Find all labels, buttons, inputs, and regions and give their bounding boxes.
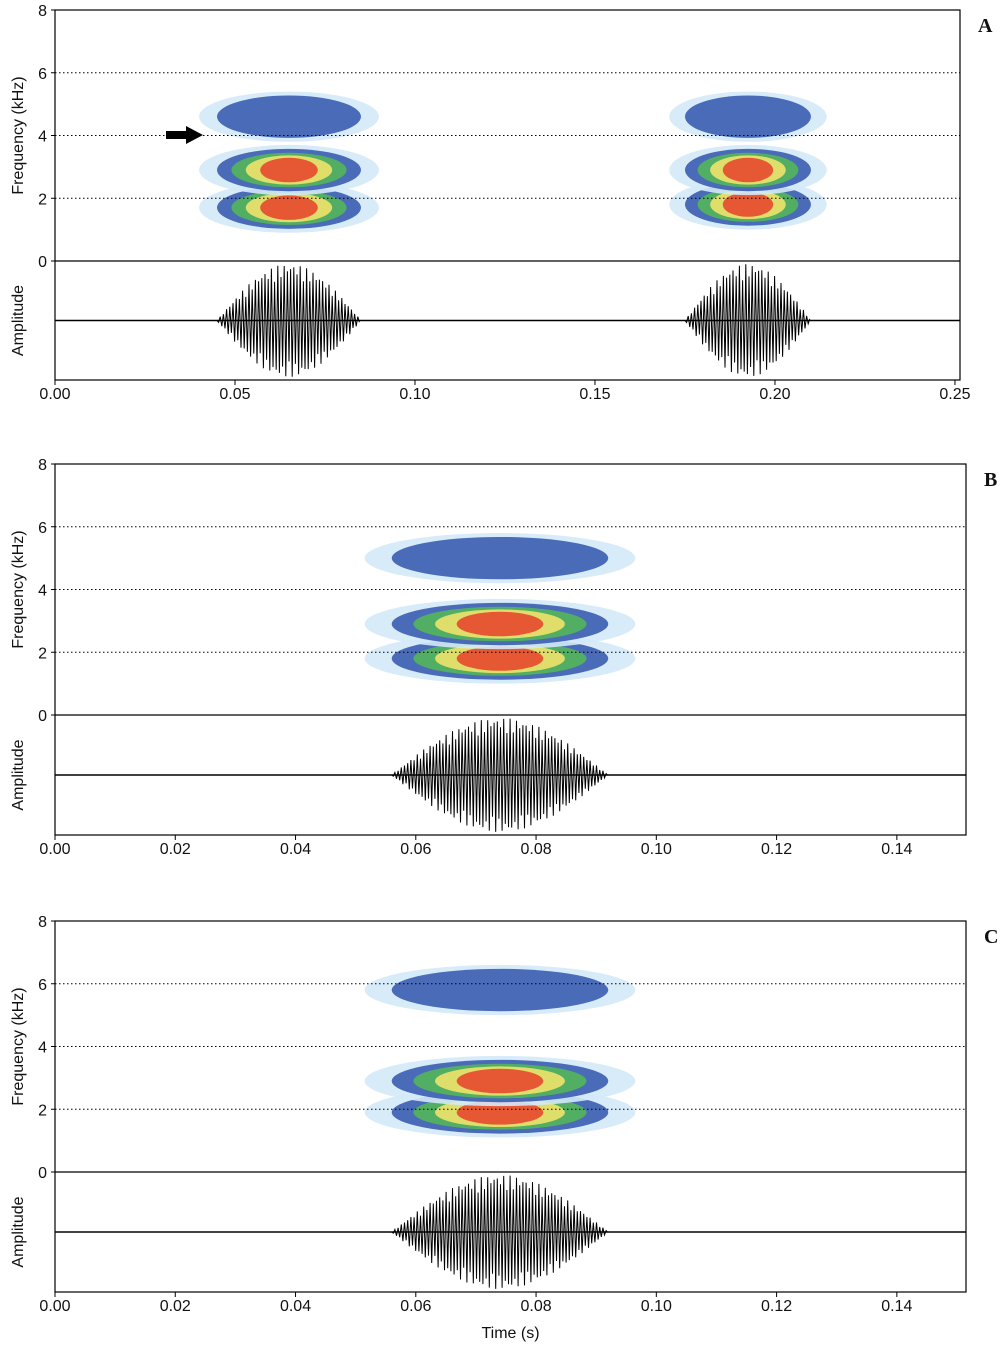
x-tick-label: 0.15 — [579, 386, 610, 403]
panel-label: A — [978, 15, 993, 37]
y-tick-label: 8 — [38, 914, 47, 931]
spectral-band — [456, 1100, 544, 1125]
spectral-band — [456, 1068, 544, 1094]
waveform — [684, 264, 811, 376]
spectral-band — [456, 611, 544, 637]
y-tick-label: 8 — [38, 457, 47, 474]
y-tick-label: 6 — [38, 66, 47, 83]
y-tick-label: 8 — [38, 3, 47, 20]
amplitude-label: Amplitude — [10, 285, 27, 356]
y-tick-label: 4 — [38, 1040, 47, 1057]
y-axis-label: Frequency (kHz) — [10, 987, 27, 1105]
spectral-band — [260, 195, 318, 220]
x-tick-label: 0.04 — [280, 841, 311, 858]
spectral-band — [722, 157, 774, 183]
x-tick-label: 0.12 — [761, 841, 792, 858]
waveform — [391, 718, 609, 832]
y-tick-label: 0 — [38, 708, 47, 725]
spectral-band — [391, 968, 609, 1012]
x-tick-label: 0.08 — [520, 841, 551, 858]
x-tick-label: 0.06 — [400, 1298, 431, 1315]
waveform — [391, 1175, 609, 1289]
y-tick-label: 4 — [38, 129, 47, 146]
panel-label: B — [984, 469, 997, 491]
amplitude-label: Amplitude — [10, 739, 27, 810]
y-axis-label: Frequency (kHz) — [10, 530, 27, 648]
y-tick-label: 6 — [38, 520, 47, 537]
spectral-band — [722, 192, 774, 217]
spectral-band — [216, 95, 361, 138]
spectral-band — [456, 646, 544, 671]
panel-label: C — [984, 926, 998, 948]
y-tick-label: 4 — [38, 583, 47, 600]
spectrogram-frame — [54, 920, 967, 1293]
spectrogram-frame — [54, 9, 961, 381]
spectral-band — [260, 157, 318, 183]
y-tick-label: 2 — [38, 645, 47, 662]
x-tick-label: 0.10 — [641, 841, 672, 858]
x-tick-label: 0.06 — [400, 841, 431, 858]
waveform — [216, 265, 360, 377]
x-tick-label: 0.14 — [881, 841, 912, 858]
y-tick-label: 2 — [38, 191, 47, 208]
x-axis-label: Time (s) — [481, 1325, 539, 1342]
x-tick-label: 0.25 — [939, 386, 970, 403]
x-tick-label: 0.10 — [641, 1298, 672, 1315]
x-tick-label: 0.00 — [39, 841, 70, 858]
x-tick-label: 0.00 — [39, 1298, 70, 1315]
x-tick-label: 0.02 — [160, 1298, 191, 1315]
x-tick-label: 0.04 — [280, 1298, 311, 1315]
spectrogram-frame — [54, 463, 967, 836]
y-tick-label: 0 — [38, 254, 47, 271]
x-tick-label: 0.05 — [219, 386, 250, 403]
amplitude-label: Amplitude — [10, 1196, 27, 1267]
y-tick-label: 0 — [38, 1165, 47, 1182]
spectral-band — [684, 95, 811, 138]
x-tick-label: 0.08 — [520, 1298, 551, 1315]
y-axis-label: Frequency (kHz) — [10, 76, 27, 194]
x-tick-label: 0.20 — [759, 386, 790, 403]
y-tick-label: 6 — [38, 977, 47, 994]
x-tick-label: 0.00 — [39, 386, 70, 403]
annotation-arrow — [166, 126, 203, 144]
x-tick-label: 0.10 — [399, 386, 430, 403]
spectral-band — [391, 536, 609, 580]
x-tick-label: 0.14 — [881, 1298, 912, 1315]
x-tick-label: 0.02 — [160, 841, 191, 858]
y-tick-label: 2 — [38, 1102, 47, 1119]
x-tick-label: 0.12 — [761, 1298, 792, 1315]
